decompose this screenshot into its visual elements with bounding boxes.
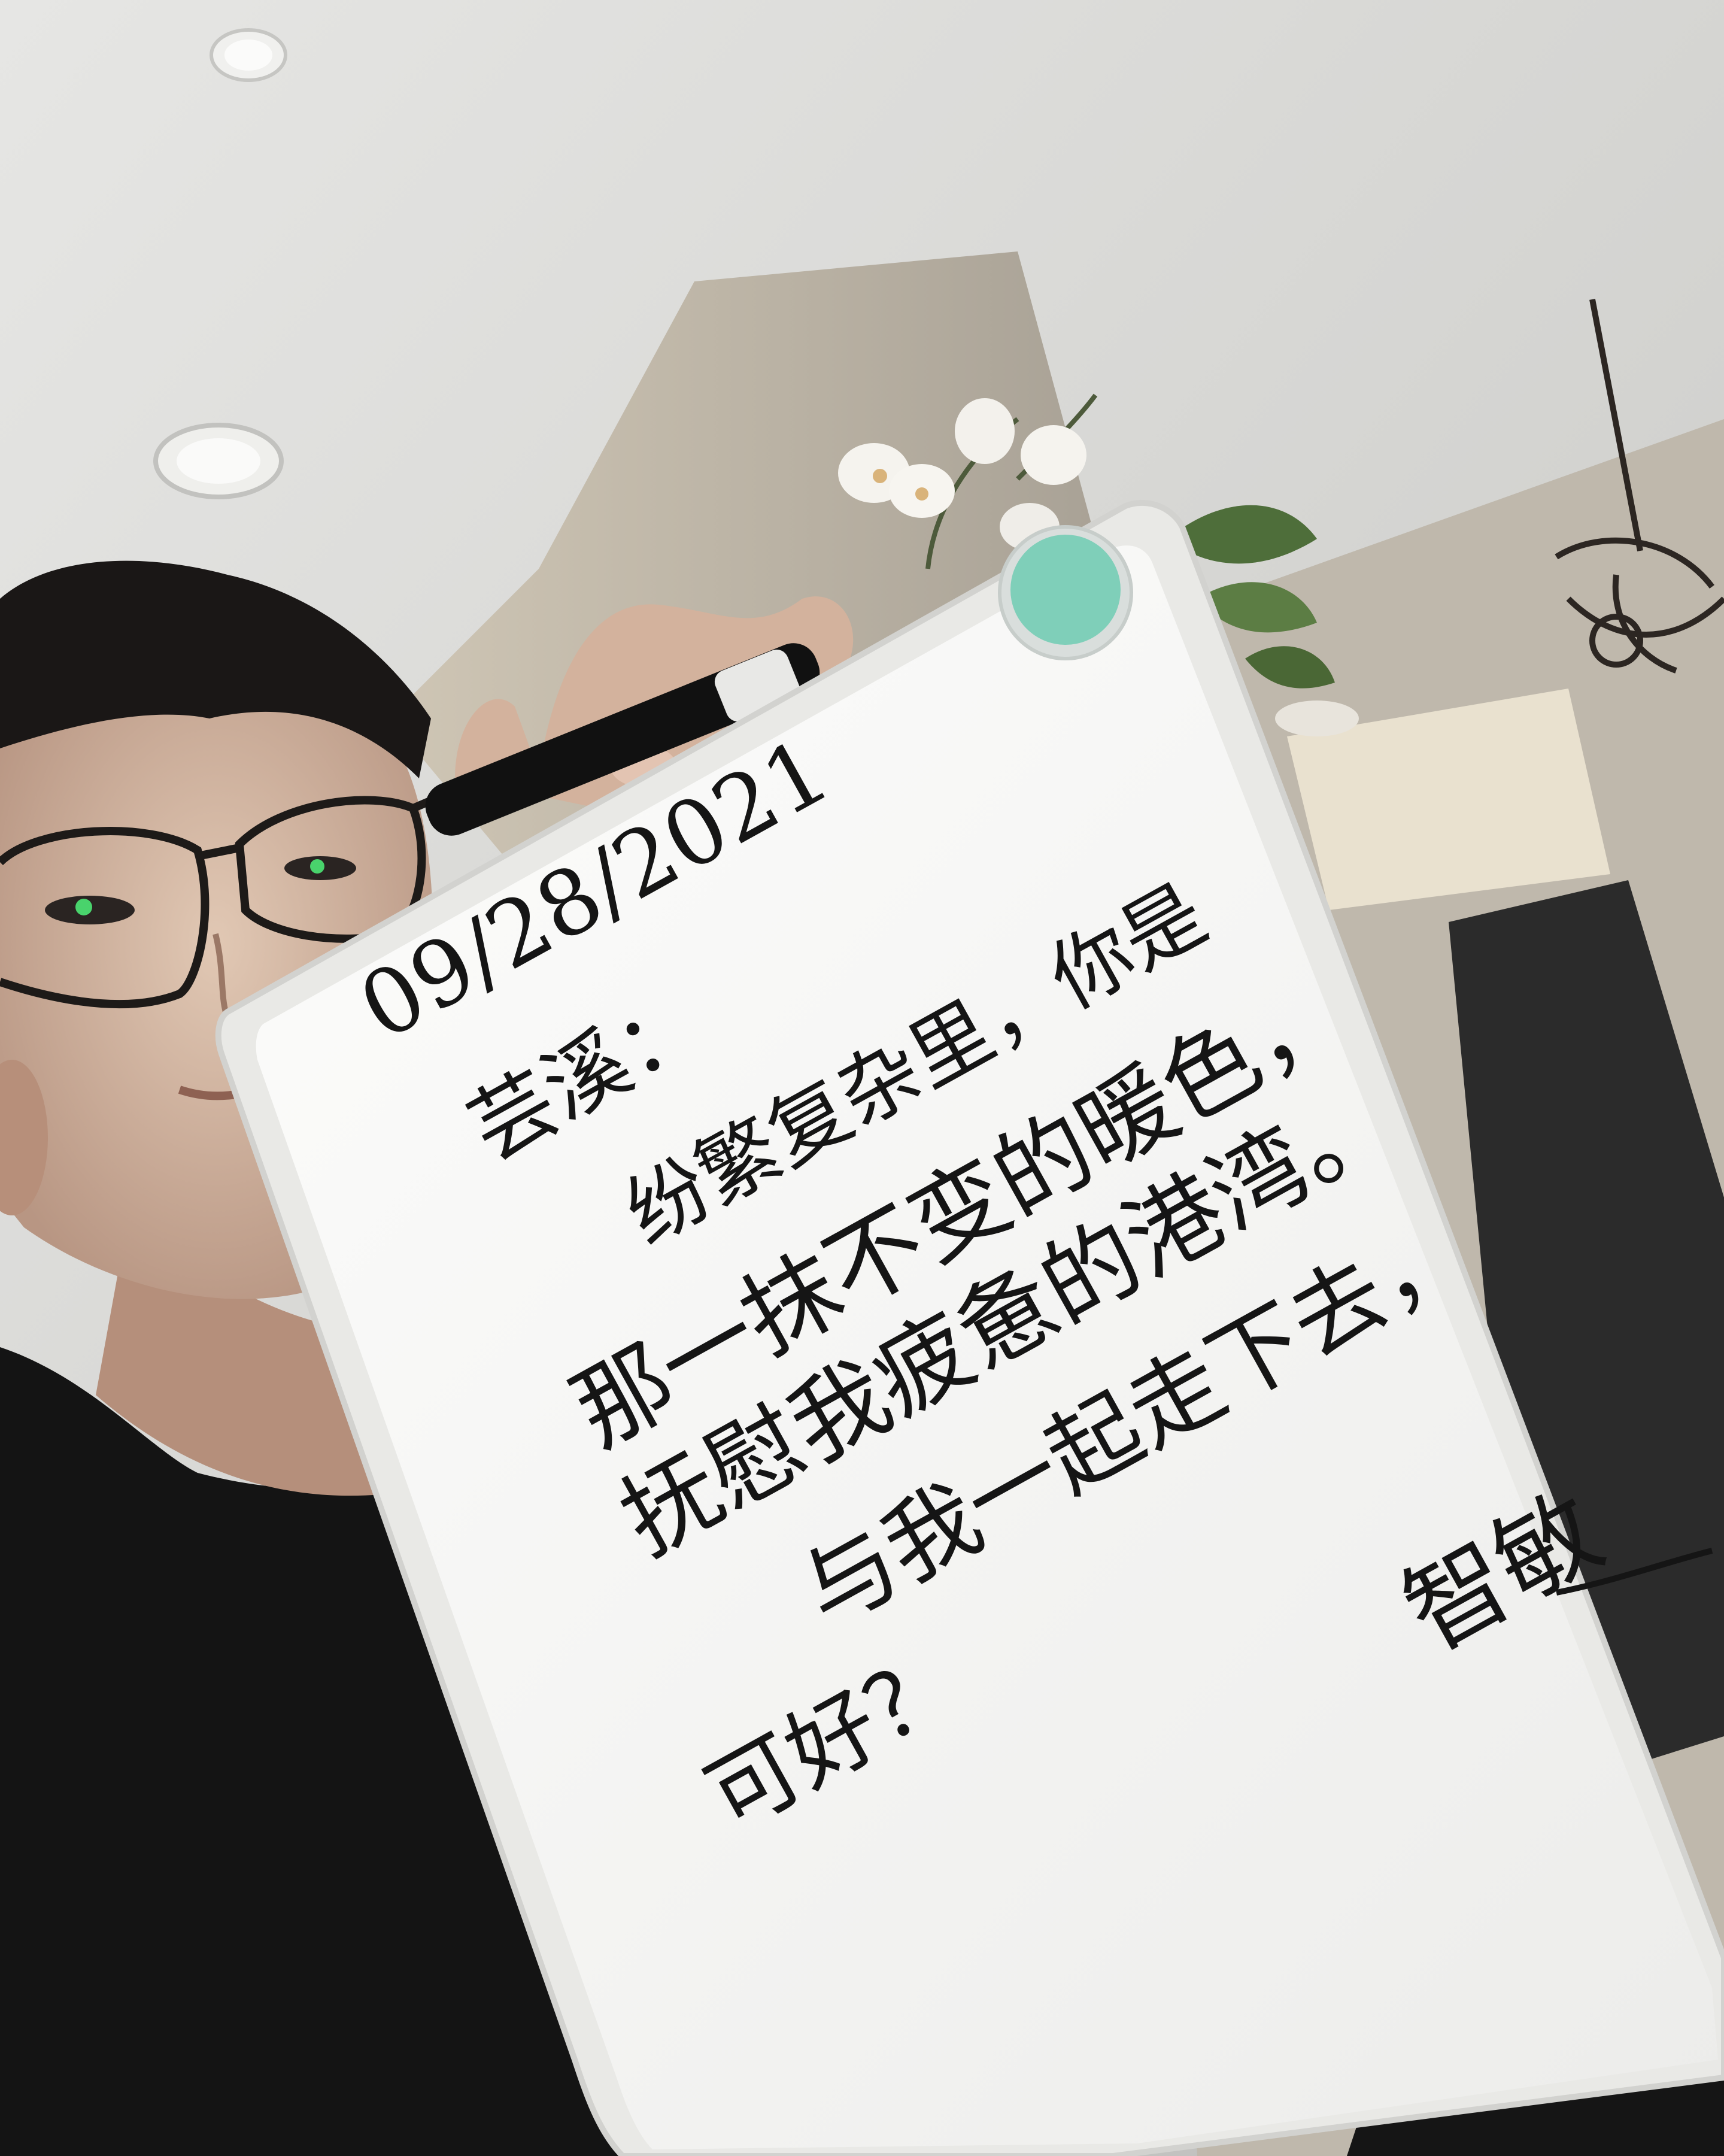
chandelier-icon (1555, 299, 1724, 674)
recessed-light-icon (210, 28, 287, 82)
whiteboard (215, 500, 1724, 2156)
orchid-plant (838, 393, 1359, 736)
whiteboard-surface (256, 545, 1718, 2149)
ear (0, 1060, 48, 1215)
recessed-light-icon (153, 423, 284, 499)
mantel (1287, 689, 1610, 910)
left-eye-reflection (75, 899, 92, 915)
hair (0, 560, 431, 778)
magnet-icon (998, 525, 1133, 660)
right-eye-reflection (310, 859, 324, 874)
signature-flourish (1556, 1548, 1713, 1596)
